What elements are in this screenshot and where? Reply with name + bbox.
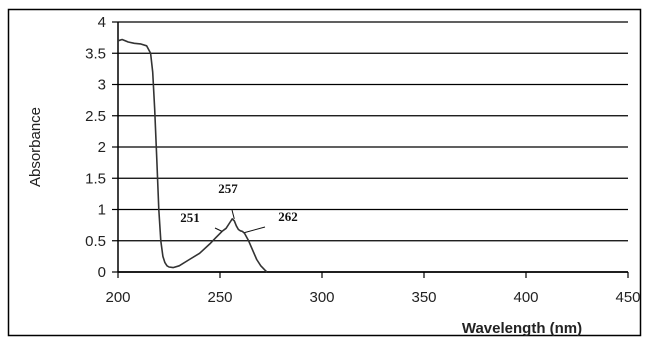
y-axis-label: Absorbance	[27, 107, 44, 187]
y-tick-label: 3	[98, 77, 106, 94]
y-tick-label: 3.5	[85, 45, 106, 62]
y-tick-label: 1	[98, 202, 106, 219]
y-tick-label: 0	[98, 264, 106, 281]
absorbance-series-line	[117, 38, 268, 273]
x-axis-label: Wavelength (nm)	[462, 320, 582, 337]
x-tick-label: 350	[411, 289, 436, 306]
x-tick-label: 250	[207, 289, 232, 306]
y-tick-label: 1.5	[85, 170, 106, 187]
y-tick-label: 2	[98, 139, 106, 156]
peak-annotation: 257	[218, 181, 238, 196]
annotation-leader	[244, 226, 266, 234]
x-tick-label: 200	[105, 289, 130, 306]
annotation-leader	[214, 227, 223, 232]
peak-annotation: 262	[278, 209, 298, 224]
peak-annotation: 251	[180, 210, 200, 225]
chart-frame	[7, 8, 642, 337]
y-tick-label: 4	[98, 14, 106, 31]
x-tick-label: 450	[615, 289, 640, 306]
y-tick-label: 0.5	[85, 233, 106, 250]
x-tick-label: 300	[309, 289, 334, 306]
y-tick-label: 2.5	[85, 108, 106, 125]
x-tick-label: 400	[513, 289, 538, 306]
annotation-leader	[231, 209, 235, 219]
